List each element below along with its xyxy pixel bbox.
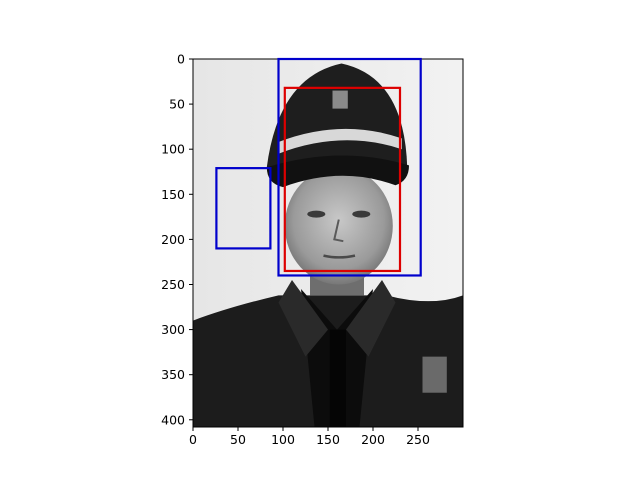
x-tick-label: 0 [189,432,197,447]
y-tick-label: 50 [169,97,185,112]
portrait-photo [193,59,463,427]
y-tick-label: 250 [161,277,185,292]
y-tick-label: 0 [177,52,185,67]
collar-right [346,279,396,357]
y-tick-label: 400 [161,412,185,427]
face-shape [284,167,393,285]
y-tick-label: 100 [161,142,185,157]
hat-badge [332,90,348,109]
bounding-box-2 [215,167,272,250]
y-axis-ticks: 0 50 100 150 200 250 300 350 400 [161,52,193,427]
x-tick-label: 50 [230,432,246,447]
x-tick-label: 250 [406,432,430,447]
left-eye [307,210,326,218]
hat-brim [266,155,409,188]
x-tick-label: 150 [316,432,340,447]
bounding-box-3 [283,86,402,273]
tie-center [329,329,346,427]
y-tick-label: 150 [161,187,185,202]
y-tick-label: 200 [161,232,185,247]
bounding-box-1 [277,57,422,277]
y-tick-label: 350 [161,367,185,382]
hat-band [278,128,402,154]
x-axis-ticks: 0 50 100 150 200 250 [189,427,430,447]
uniform-badge [422,356,447,393]
bounding-boxes [215,57,422,277]
nose [333,219,344,243]
right-eye [352,210,371,218]
x-tick-label: 100 [271,432,295,447]
collar-left [278,279,328,357]
mouth [323,254,356,259]
x-tick-label: 200 [361,432,385,447]
y-tick-label: 300 [161,322,185,337]
